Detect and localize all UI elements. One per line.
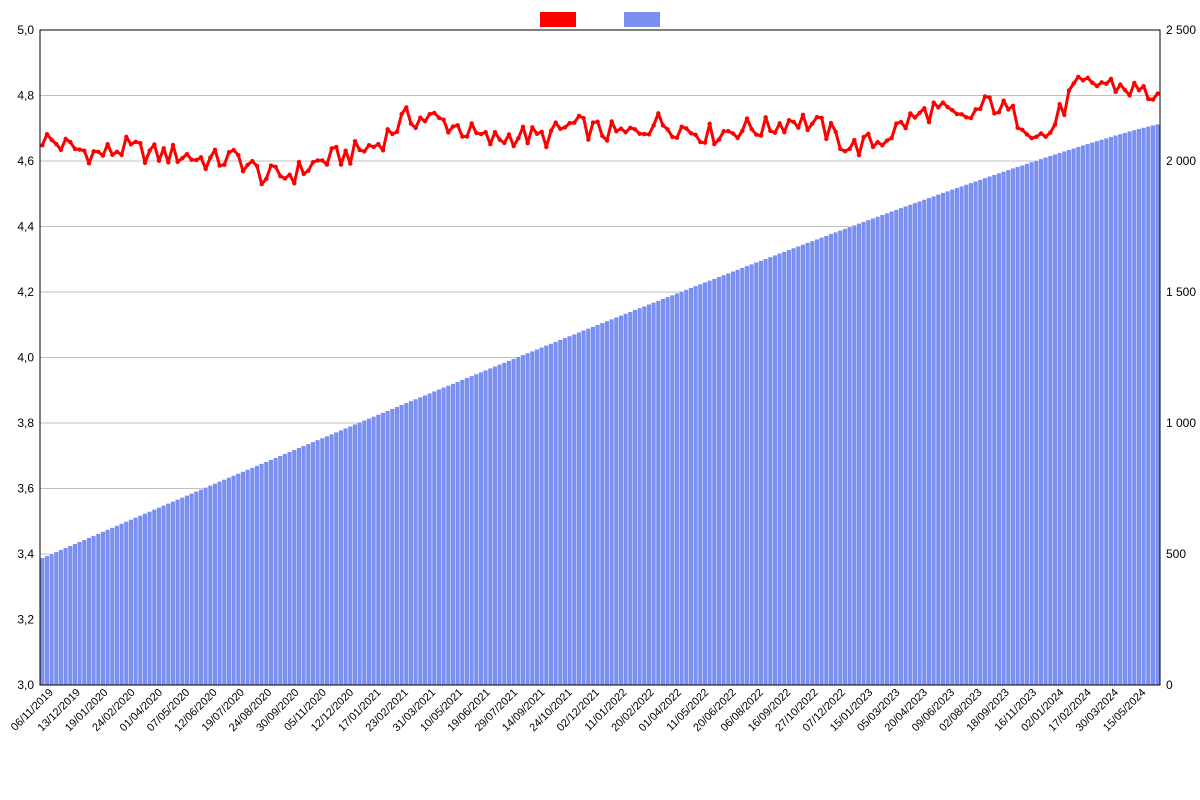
y-left-tick-label: 4,4 <box>17 220 34 234</box>
y-right-tick-label: 2 500 <box>1166 23 1196 37</box>
y-right-tick-label: 0 <box>1166 678 1173 692</box>
y-left-tick-label: 3,4 <box>17 547 34 561</box>
y-left-tick-label: 4,2 <box>17 285 34 299</box>
y-right-tick-label: 1 500 <box>1166 285 1196 299</box>
y-right-tick-label: 2 000 <box>1166 154 1196 168</box>
legend-swatch-bars <box>624 12 660 27</box>
dual-axis-timeseries-chart: 3,0 3,2 3,4 3,6 3,8 4,0 4,2 4,4 4,6 4,8 5,0 0 500 1 0… <box>0 0 1200 800</box>
y-right-tick-label: 500 <box>1166 547 1186 561</box>
y-left-tick-label: 3,6 <box>17 482 34 496</box>
legend-swatch-line <box>540 12 576 27</box>
y-left-tick-label: 3,8 <box>17 416 34 430</box>
y-left-tick-label: 3,2 <box>17 613 34 627</box>
y-left-tick-label: 3,0 <box>17 678 34 692</box>
y-left-tick-label: 4,6 <box>17 154 34 168</box>
y-left-tick-label: 5,0 <box>17 23 34 37</box>
y-left-tick-label: 4,8 <box>17 89 34 103</box>
y-left-tick-label: 4,0 <box>17 351 34 365</box>
y-right-tick-label: 1 000 <box>1166 416 1196 430</box>
